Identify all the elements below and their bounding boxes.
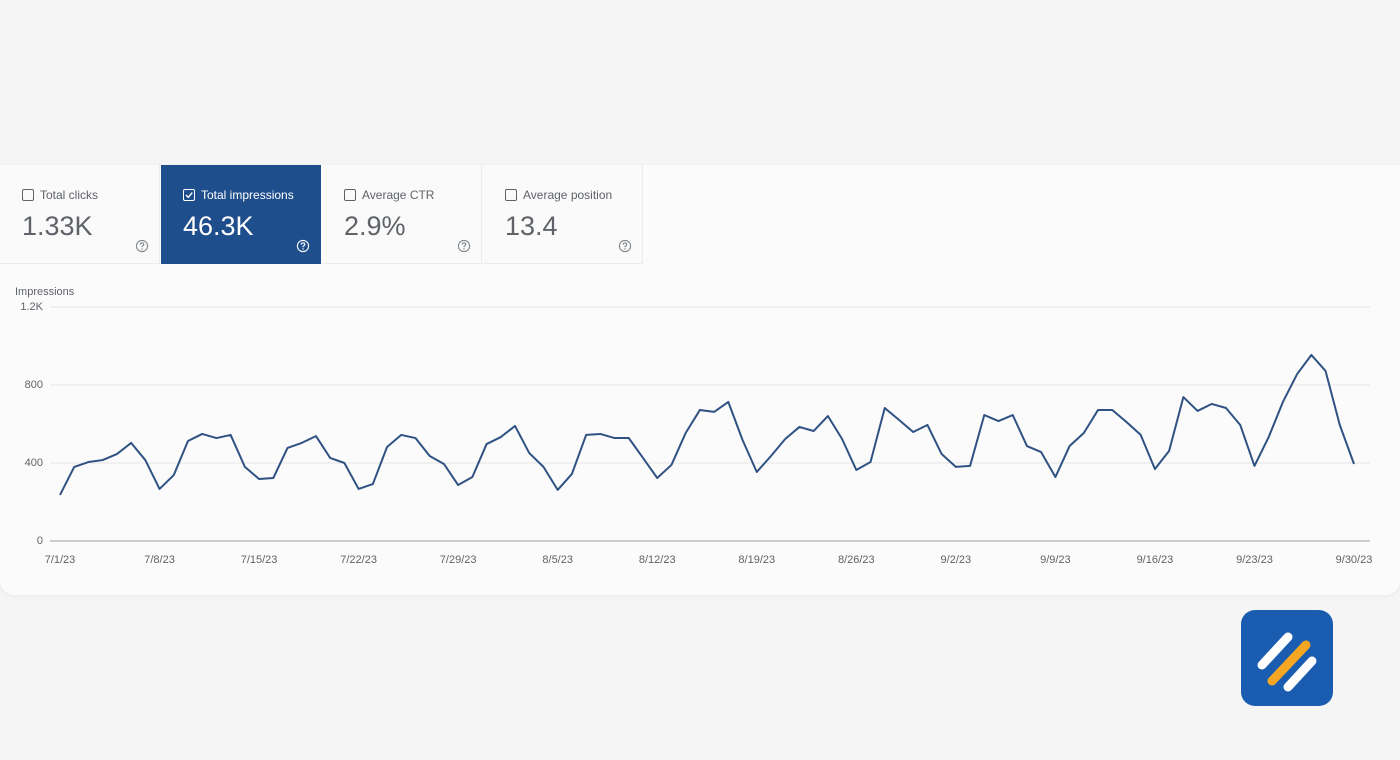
y-axis-label: Impressions — [15, 286, 75, 298]
help-icon[interactable] — [618, 239, 632, 253]
y-tick-label: 800 — [25, 379, 43, 391]
help-dot — [141, 248, 143, 250]
metric-label: Total impressions — [201, 188, 294, 202]
impressions-line — [59, 353, 1355, 496]
metric-header: Average CTR — [344, 188, 434, 202]
x-tick-label: 7/15/23 — [241, 554, 278, 566]
metric-card[interactable]: Average position 13.4 — [483, 165, 643, 264]
metric-header: Total clicks — [22, 188, 98, 202]
checkmark-path — [185, 192, 193, 199]
x-tick-label: 9/16/23 — [1137, 554, 1174, 566]
checkmark — [185, 192, 193, 199]
metric-card[interactable]: Average CTR 2.9% — [322, 165, 482, 264]
x-tick-label: 9/9/23 — [1040, 554, 1071, 566]
help-mark — [139, 242, 145, 248]
metric-header: Average position — [505, 188, 612, 202]
help-icon[interactable] — [296, 239, 310, 253]
help-mark — [461, 242, 467, 248]
y-tick-label: 1.2K — [20, 301, 43, 313]
checkbox — [22, 189, 34, 201]
x-tick-label: 7/1/23 — [45, 554, 76, 566]
help-circle — [618, 239, 632, 253]
help-mark — [300, 242, 306, 248]
help-icon[interactable] — [457, 239, 471, 253]
metric-label: Average position — [523, 188, 613, 202]
x-tick-label: 8/19/23 — [738, 554, 775, 566]
metric-label: Total clicks — [40, 188, 99, 202]
help-dot — [463, 248, 465, 250]
metric-header: Total impressions — [183, 188, 294, 202]
metric-label: Average CTR — [362, 188, 435, 202]
help-circle — [135, 239, 149, 253]
x-tick-label: 7/29/23 — [440, 554, 477, 566]
checkbox — [344, 189, 356, 201]
x-tick-label: 7/22/23 — [340, 554, 377, 566]
metric-cards: Total clicks 1.33K Total impressions 46.3K A… — [0, 165, 644, 264]
metric-value: 1.33K — [22, 211, 93, 241]
metric-value: 13.4 — [505, 211, 558, 241]
x-tick-label: 8/5/23 — [542, 554, 573, 566]
checkbox — [505, 189, 517, 201]
help-dot — [302, 248, 304, 250]
x-tick-label: 9/2/23 — [941, 554, 972, 566]
metric-card[interactable]: Total clicks 1.33K — [0, 165, 160, 264]
x-tick-label: 8/12/23 — [639, 554, 676, 566]
metric-value: 2.9% — [344, 211, 406, 241]
logo — [1241, 610, 1333, 706]
checkbox — [183, 189, 195, 201]
help-mark — [622, 242, 628, 248]
metric-value: 46.3K — [183, 211, 254, 241]
x-tick-label: 9/30/23 — [1336, 554, 1373, 566]
x-tick-label: 9/23/23 — [1236, 554, 1273, 566]
y-tick-label: 0 — [37, 535, 43, 547]
help-dot — [624, 248, 626, 250]
x-tick-label: 7/8/23 — [144, 554, 175, 566]
help-icon[interactable] — [135, 239, 149, 253]
help-circle — [457, 239, 471, 253]
x-tick-label: 8/26/23 — [838, 554, 875, 566]
chart: Impressions 0 400 800 1.2K 7/1/23 7/8/23 7/15/… — [15, 286, 1373, 566]
help-circle — [296, 239, 310, 253]
metric-card[interactable]: Total impressions 46.3K — [161, 165, 321, 264]
y-tick-label: 400 — [25, 457, 43, 469]
